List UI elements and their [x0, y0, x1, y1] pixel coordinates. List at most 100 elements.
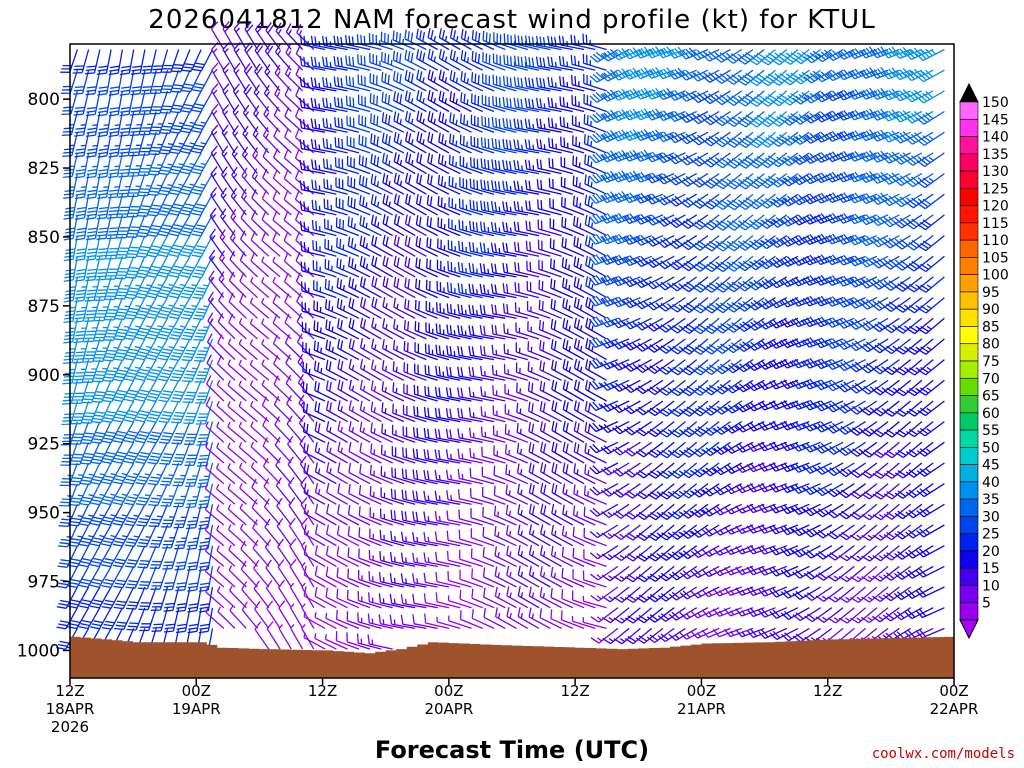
- wind-barb: [516, 382, 540, 402]
- wind-barb: [836, 109, 866, 121]
- wind-barb: [162, 566, 180, 591]
- wind-barb: [658, 400, 686, 417]
- wind-barb: [71, 400, 90, 425]
- wind-barb: [243, 63, 259, 92]
- wind-barb: [713, 69, 743, 85]
- wind-barb: [550, 545, 574, 567]
- wind-barb: [299, 35, 326, 51]
- wind-barb: [583, 114, 607, 133]
- x-tick-label: 12Z: [308, 682, 337, 700]
- wind-barb: [303, 611, 326, 629]
- wind-barb: [336, 298, 360, 319]
- wind-barb: [848, 359, 878, 373]
- wind-barb: [413, 405, 438, 423]
- wind-barb: [611, 170, 641, 183]
- wind-barb: [382, 234, 405, 257]
- wind-barb: [871, 359, 900, 375]
- wind-barb: [148, 483, 169, 507]
- wind-barb: [611, 88, 641, 101]
- colorbar: 1501451401351301251201151101051009590858…: [959, 82, 1009, 640]
- wind-barb: [147, 214, 169, 237]
- wind-barb: [393, 276, 416, 299]
- wind-barb: [479, 221, 506, 237]
- wind-barb: [825, 400, 855, 413]
- wind-barb: [117, 194, 135, 219]
- wind-barb: [894, 276, 923, 292]
- wind-barb: [239, 251, 258, 278]
- wind-barb: [504, 384, 529, 402]
- wind-barb: [702, 69, 731, 83]
- x-tick-label: 2026: [51, 718, 89, 736]
- wind-barb: [572, 505, 596, 526]
- wind-barb: [691, 214, 720, 230]
- wind-barb: [211, 62, 225, 92]
- wind-barb: [457, 387, 483, 402]
- wind-barb: [262, 168, 281, 195]
- wind-barb: [137, 566, 157, 590]
- wind-barb: [792, 69, 821, 85]
- wind-barb: [703, 359, 731, 376]
- wind-barb: [584, 464, 607, 485]
- wind-barb: [359, 379, 382, 402]
- wind-barb: [57, 524, 78, 548]
- wind-barb: [160, 483, 180, 507]
- wind-barb: [91, 421, 112, 444]
- wind-barb: [283, 190, 304, 216]
- wind-barb: [370, 133, 393, 154]
- wind-barb: [780, 607, 810, 620]
- wind-barb: [310, 97, 337, 113]
- wind-barb: [449, 49, 472, 71]
- wind-barb: [679, 152, 709, 166]
- wind-barb: [322, 117, 348, 133]
- wind-barb: [348, 484, 371, 505]
- wind-barb: [275, 456, 292, 485]
- wind-barb: [860, 441, 889, 458]
- wind-barb: [757, 441, 788, 452]
- wind-barb: [274, 416, 292, 443]
- wind-barb: [379, 508, 405, 526]
- wind-barb: [370, 173, 393, 195]
- wind-barb: [551, 420, 574, 443]
- wind-barb: [216, 483, 236, 505]
- wind-barb: [93, 318, 112, 342]
- y-tick-label: 975: [28, 573, 60, 593]
- wind-barb: [468, 427, 495, 443]
- wind-barb: [314, 524, 337, 547]
- wind-barb: [301, 582, 315, 609]
- wind-barb: [703, 338, 731, 355]
- wind-barb: [273, 148, 292, 175]
- wind-barb: [149, 111, 169, 135]
- colorbar-label: 75: [982, 354, 1000, 370]
- wind-barb: [83, 338, 101, 363]
- wind-barb: [254, 621, 270, 650]
- wind-barb: [549, 258, 574, 278]
- wind-barb: [80, 421, 101, 445]
- wind-barb: [516, 422, 540, 443]
- wind-barb: [802, 295, 833, 307]
- wind-barb: [551, 400, 574, 423]
- wind-barb: [657, 297, 686, 312]
- wind-barb: [359, 442, 382, 464]
- wind-barb: [703, 214, 731, 231]
- wind-barb: [504, 424, 529, 443]
- wind-barb: [636, 586, 664, 603]
- wind-barb: [703, 255, 731, 273]
- wind-barb: [513, 180, 540, 195]
- wind-barb: [782, 69, 810, 86]
- wind-barb: [737, 173, 765, 190]
- wind-barb: [636, 545, 664, 562]
- wind-barb: [62, 132, 79, 158]
- wind-barb: [222, 83, 236, 112]
- wind-barb: [221, 104, 236, 133]
- wind-barb: [196, 421, 214, 446]
- wind-barb: [847, 88, 878, 100]
- wind-barb: [582, 595, 607, 609]
- wind-barb: [549, 218, 574, 237]
- wind-barb: [611, 359, 641, 371]
- wind-barb: [60, 442, 79, 466]
- wind-barb: [73, 318, 90, 344]
- wind-barb: [468, 241, 495, 257]
- wind-barb: [427, 152, 450, 175]
- wind-barb: [358, 154, 382, 175]
- wind-barb: [134, 338, 157, 361]
